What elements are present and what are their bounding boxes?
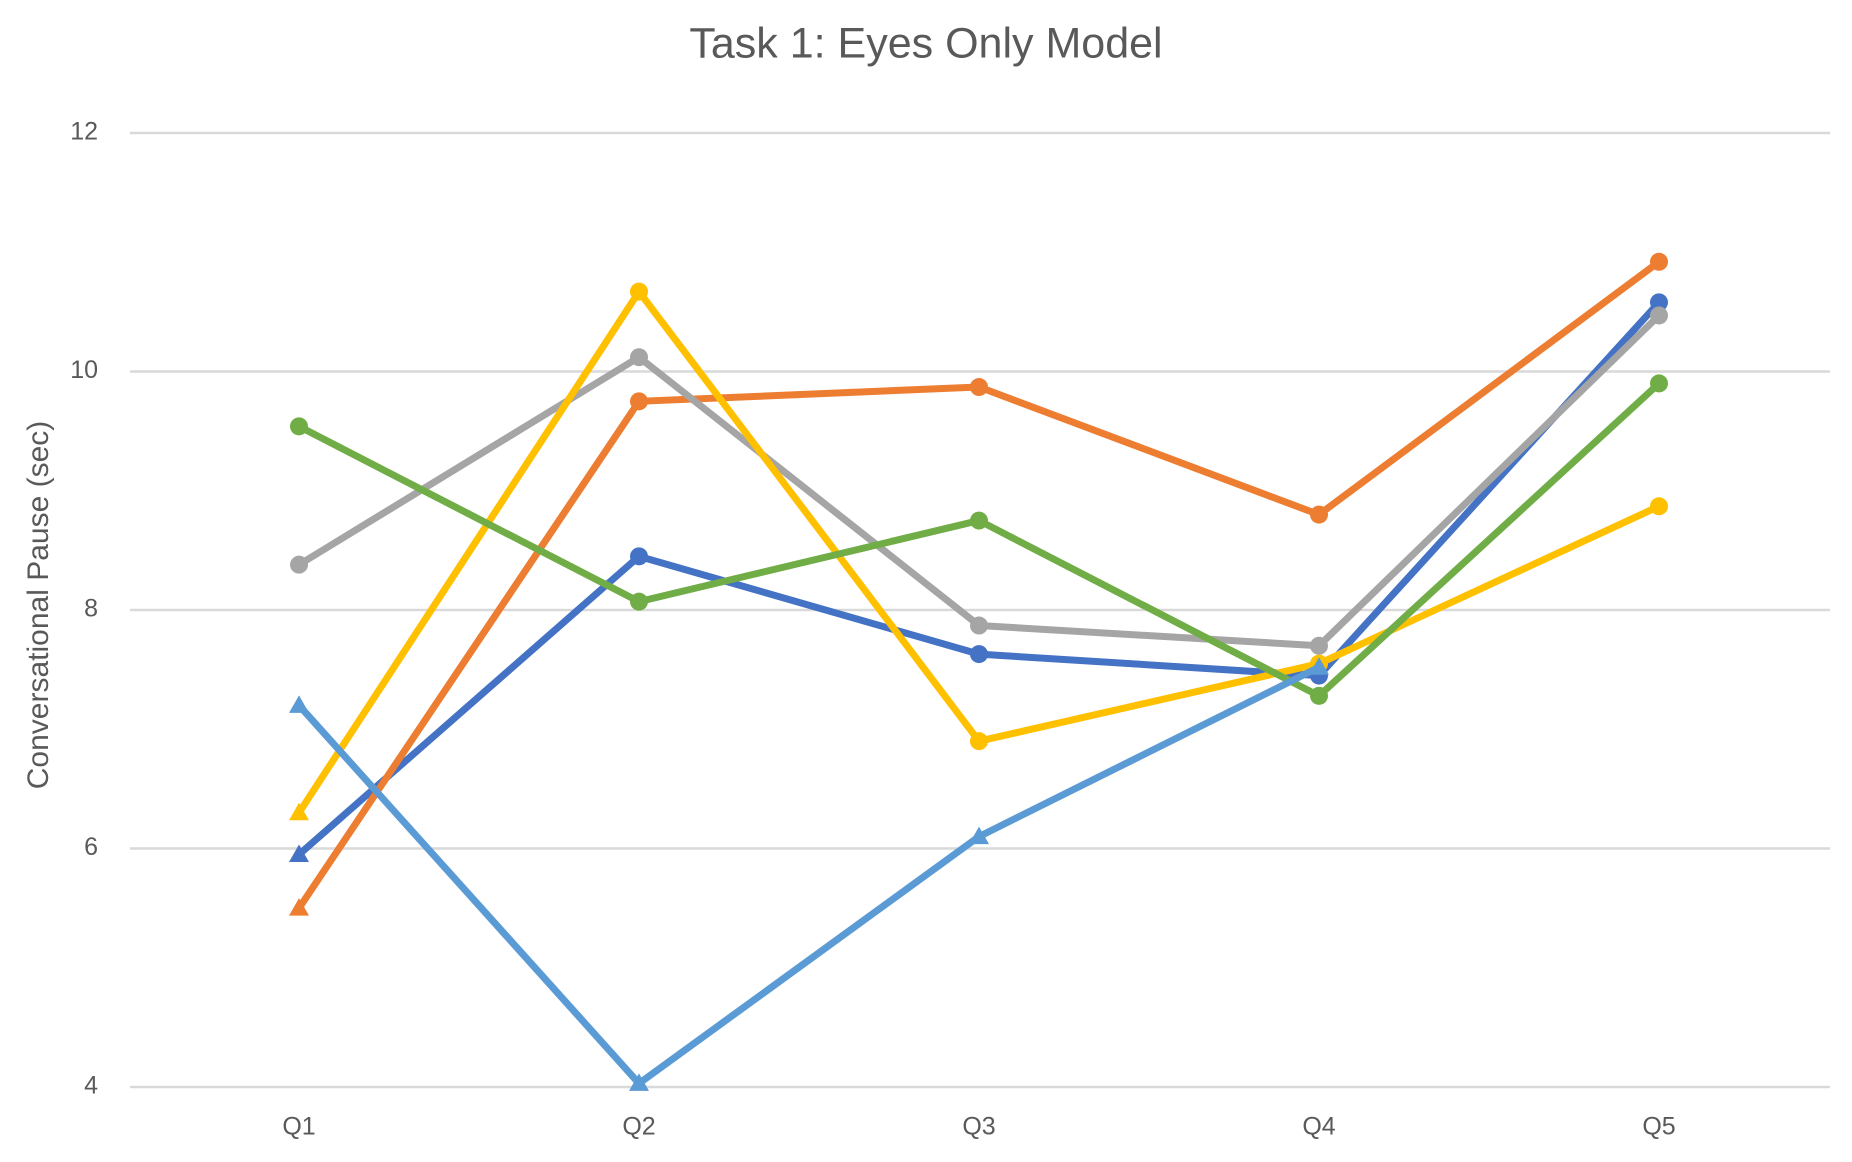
data-point [630, 592, 648, 611]
data-point [630, 547, 648, 566]
series-2 [289, 252, 1668, 916]
data-point [970, 732, 988, 751]
series-line-3 [295, 311, 1663, 650]
data-point [630, 282, 648, 301]
series-5 [290, 374, 1668, 705]
data-point [289, 898, 309, 916]
y-tick-label: 10 [70, 356, 98, 384]
data-point [1309, 657, 1329, 675]
series-3 [290, 306, 1668, 655]
data-point [1650, 497, 1668, 516]
data-point [970, 645, 988, 664]
series-4 [289, 282, 1668, 821]
data-point [970, 378, 988, 397]
data-point [629, 1073, 649, 1091]
series-6 [289, 657, 1329, 1091]
x-tick-label-q2: Q2 [622, 1113, 655, 1141]
series-line-6 [295, 663, 1323, 1087]
chart-title: Task 1: Eyes Only Model [689, 19, 1162, 67]
y-tick-label: 6 [84, 833, 98, 861]
y-axis-label: Conversational Pause (sec) [22, 421, 55, 790]
x-tick-label-q1: Q1 [282, 1113, 315, 1141]
data-point [630, 392, 648, 411]
gridlines [130, 131, 1830, 1089]
data-point [290, 555, 308, 574]
data-point [1310, 686, 1328, 705]
y-tick-label: 12 [70, 118, 98, 146]
data-point [1650, 374, 1668, 393]
x-tick-label-q4: Q4 [1302, 1113, 1335, 1141]
data-point [970, 511, 988, 530]
data-point [290, 417, 308, 436]
x-tick-label-q3: Q3 [962, 1113, 995, 1141]
data-point [289, 695, 309, 713]
data-point [630, 348, 648, 367]
data-point [1310, 636, 1328, 655]
data-point [1650, 252, 1668, 271]
y-tick-label: 4 [84, 1072, 98, 1100]
data-point [289, 802, 309, 821]
data-point [970, 616, 988, 635]
data-point [969, 826, 989, 845]
x-axis-ticks: Q1 Q2 Q3 Q4 Q5 [282, 1113, 1675, 1141]
data-point [289, 844, 309, 862]
x-tick-label-q5: Q5 [1642, 1113, 1675, 1141]
y-tick-label: 8 [84, 595, 98, 623]
data-point [1650, 306, 1668, 325]
y-axis-ticks: 4 6 8 10 12 [70, 118, 98, 1100]
series-group [289, 252, 1668, 1091]
data-point [1650, 293, 1668, 312]
series-line-2 [295, 258, 1663, 912]
data-point [1310, 505, 1328, 524]
